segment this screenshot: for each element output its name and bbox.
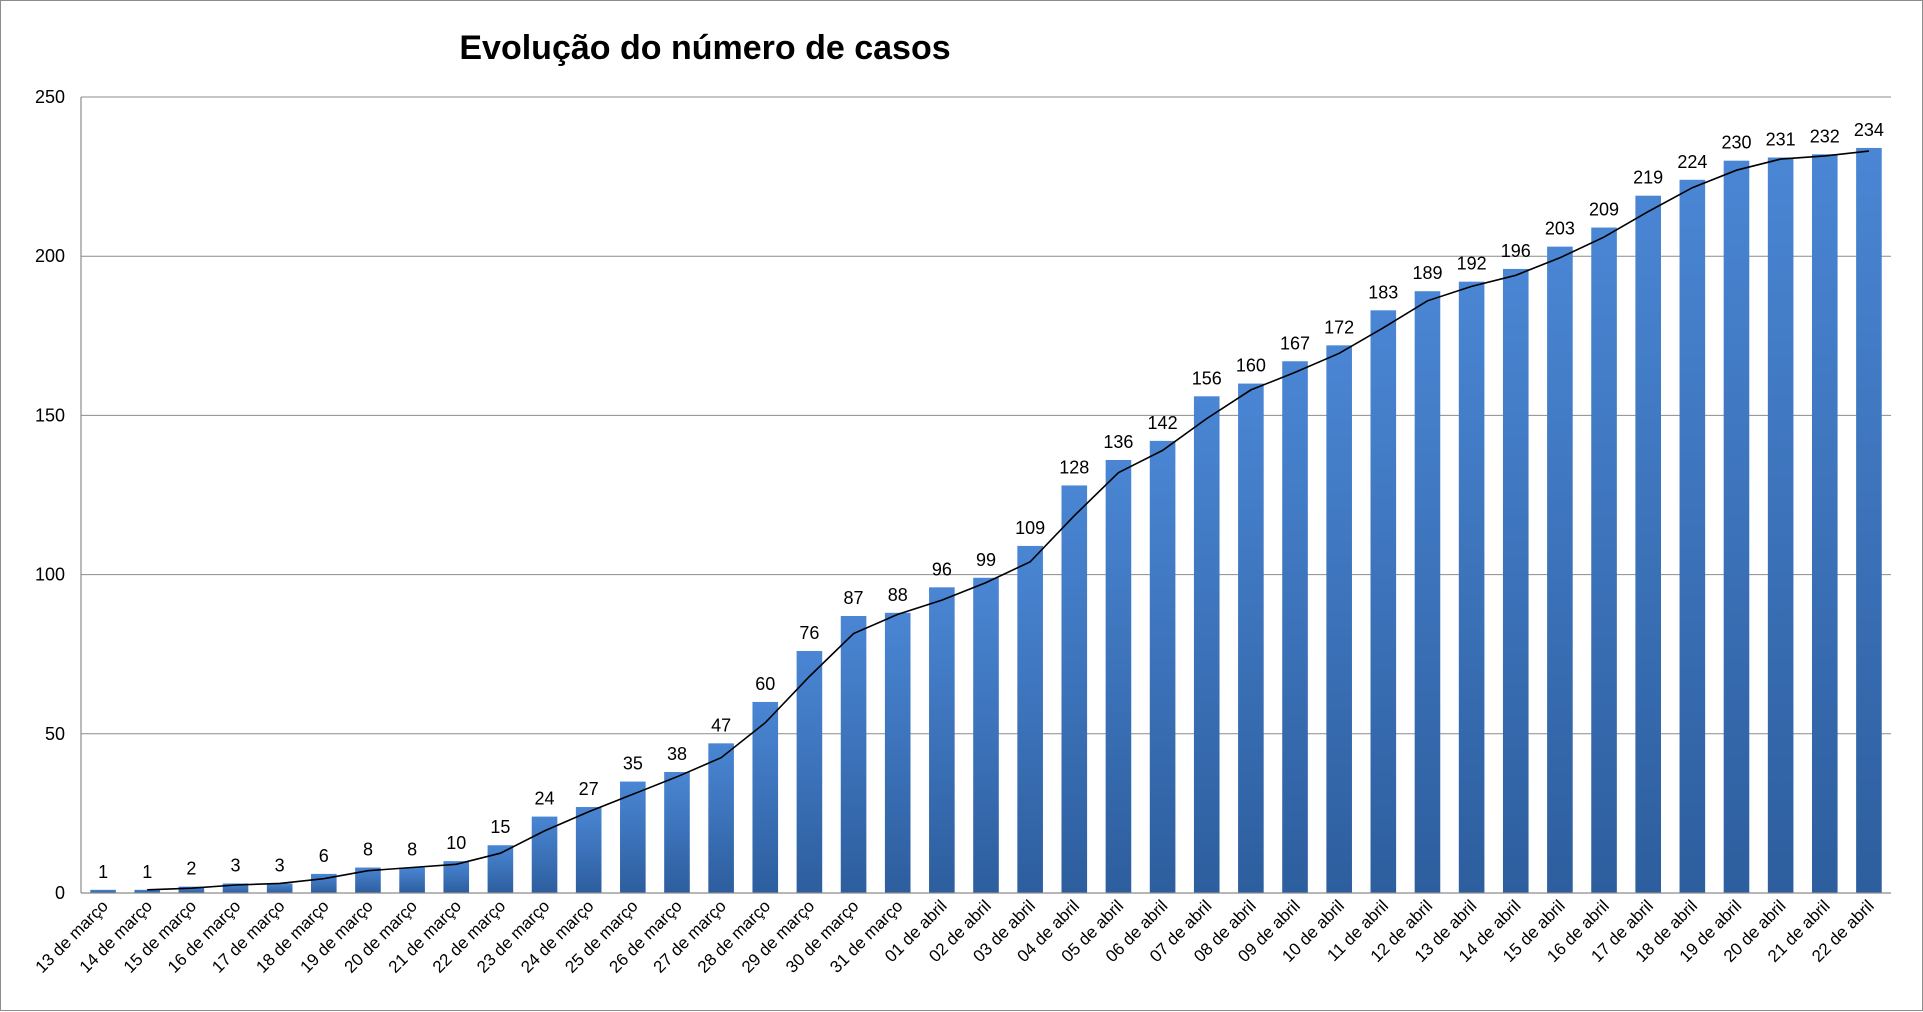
bar [1547,246,1573,893]
bar [1370,310,1397,893]
data-label: 27 [579,779,599,799]
data-label: 219 [1633,168,1663,188]
bar [1105,459,1132,893]
data-label: 1 [142,862,152,882]
y-tick-label: 100 [35,565,65,585]
y-tick-label: 250 [35,87,65,107]
bar [399,867,425,893]
bar [531,816,558,893]
y-tick-label: 50 [45,724,65,744]
data-label: 142 [1148,413,1178,433]
bar [1591,227,1617,893]
data-label: 47 [711,715,731,735]
data-label: 8 [363,840,373,860]
data-label: 209 [1589,200,1619,220]
data-label: 99 [976,550,996,570]
data-label: 60 [755,674,775,694]
data-label: 230 [1721,133,1751,153]
chart-title: Evolução do número de casos [459,29,950,67]
bar [620,781,646,893]
bar [1238,383,1264,893]
data-label: 15 [490,817,510,837]
bar [884,612,911,893]
data-label: 35 [623,754,643,774]
data-label: 160 [1236,356,1266,376]
bar [1282,361,1308,894]
bar [708,743,734,893]
bar [134,889,161,893]
bar [1414,291,1441,893]
data-label: 224 [1677,152,1707,172]
bar [1767,157,1794,894]
bar [90,889,116,893]
bar [796,651,823,893]
data-label: 128 [1059,457,1089,477]
bar [266,883,293,893]
bar [840,615,867,893]
data-label: 3 [231,855,241,875]
bar [752,701,779,893]
bar [1679,179,1706,893]
data-label: 192 [1457,254,1487,274]
bar [1193,396,1220,893]
data-label: 203 [1545,219,1575,239]
trend-line [147,150,1869,891]
data-label: 156 [1192,368,1222,388]
data-label: 8 [407,840,417,860]
data-label: 87 [844,588,864,608]
bar [443,861,470,893]
bar [222,883,249,893]
bar [929,587,955,893]
bar [1149,440,1176,893]
data-label: 3 [275,855,285,875]
data-label: 232 [1810,126,1840,146]
data-label: 38 [667,744,687,764]
y-tick-label: 200 [35,246,65,266]
y-tick-label: 150 [35,405,65,425]
data-label: 183 [1368,282,1398,302]
bar [973,577,999,893]
data-label: 189 [1412,263,1442,283]
data-label: 1 [98,862,108,882]
bar [178,886,205,893]
bar [575,807,602,893]
bar [1856,147,1882,894]
data-label: 10 [446,833,466,853]
bar [1458,281,1485,893]
bar [1811,154,1838,893]
data-label: 88 [888,585,908,605]
data-label: 96 [932,559,952,579]
bar [664,772,690,893]
data-label: 167 [1280,333,1310,353]
bar [1061,485,1088,893]
bar [1635,195,1661,894]
y-tick-label: 0 [55,883,65,903]
data-label: 24 [535,789,555,809]
data-label: 6 [319,846,329,866]
data-label: 136 [1103,432,1133,452]
bar [1723,160,1750,893]
bar [1017,545,1043,893]
data-label: 172 [1324,317,1354,337]
bar [1326,345,1352,893]
bar [1502,268,1529,893]
data-label: 234 [1854,120,1884,140]
data-label: 196 [1501,241,1531,261]
data-label: 109 [1015,518,1045,538]
data-label: 2 [186,859,196,879]
data-label: 76 [799,623,819,643]
data-label: 231 [1766,129,1796,149]
